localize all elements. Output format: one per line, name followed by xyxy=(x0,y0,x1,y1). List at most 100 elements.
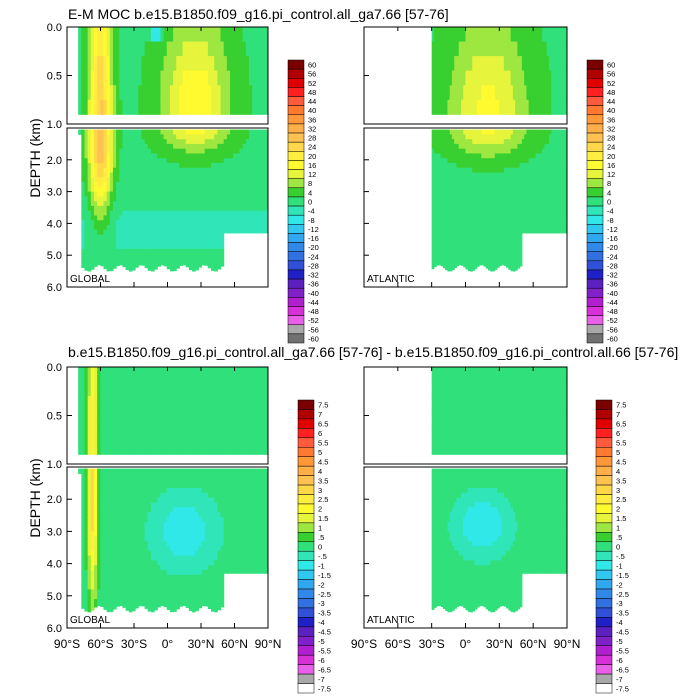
contour-cell xyxy=(517,41,521,57)
contour-cell xyxy=(258,191,263,197)
contour-cell xyxy=(160,516,165,523)
contour-cell xyxy=(479,148,482,154)
contour-cell xyxy=(150,201,155,207)
contour-cell xyxy=(87,229,92,236)
contour-cell xyxy=(223,85,228,101)
contour-cell xyxy=(141,148,146,154)
contour-cell xyxy=(503,158,507,164)
contour-cell xyxy=(449,263,453,269)
contour-cell xyxy=(524,229,527,234)
contour-cell xyxy=(463,191,466,197)
contour-cell xyxy=(508,201,512,207)
contour-cell xyxy=(182,158,187,164)
contour-cell xyxy=(214,27,218,43)
contour-cell xyxy=(555,177,559,183)
contour-cell xyxy=(122,550,127,557)
contour-cell xyxy=(97,143,101,150)
contour-cell xyxy=(103,143,108,150)
contour-cell xyxy=(226,229,231,234)
contour-cell xyxy=(255,186,260,193)
contour-cell xyxy=(109,396,114,412)
contour-cell xyxy=(217,70,222,86)
contour-cell xyxy=(192,201,196,207)
contour-cell xyxy=(431,224,435,231)
contour-cell xyxy=(560,205,563,212)
contour-cell xyxy=(112,483,117,489)
contour-cell xyxy=(551,162,554,169)
contour-cell xyxy=(460,85,464,101)
contour-cell xyxy=(166,70,171,86)
contour-cell xyxy=(519,70,523,86)
contour-cell xyxy=(460,99,464,115)
contour-cell xyxy=(144,201,149,207)
contour-cell xyxy=(506,253,509,259)
contour-cell xyxy=(497,220,500,226)
contour-cell xyxy=(470,220,473,226)
contour-cell xyxy=(119,205,123,212)
contour-cell xyxy=(192,239,196,245)
contour-cell xyxy=(97,191,101,197)
contour-cell xyxy=(97,258,101,264)
contour-cell xyxy=(198,177,203,183)
contour-cell xyxy=(449,162,453,169)
contour-cell xyxy=(261,139,266,145)
contour-cell xyxy=(252,167,256,174)
contour-cell xyxy=(144,248,149,255)
contour-cell xyxy=(470,224,473,231)
contour-cell xyxy=(192,85,196,101)
contour-cell xyxy=(445,196,448,202)
contour-cell xyxy=(515,56,518,72)
contour-cell xyxy=(198,182,203,188)
contour-cell xyxy=(198,158,203,164)
contour-cell xyxy=(119,139,123,145)
contour-cell xyxy=(526,129,530,135)
contour-cell xyxy=(481,167,485,174)
contour-cell xyxy=(515,148,518,154)
contour-cell xyxy=(135,439,139,455)
contour-cell xyxy=(467,99,471,115)
contour-cell xyxy=(109,478,114,484)
contour-cell xyxy=(154,162,158,169)
contour-cell xyxy=(490,234,494,240)
contour-cell xyxy=(485,205,489,212)
contour-cell xyxy=(93,177,98,183)
contour-cell xyxy=(141,201,146,207)
contour-cell xyxy=(81,229,85,236)
contour-cell xyxy=(261,191,266,197)
contour-cell xyxy=(442,186,446,193)
contour-cell xyxy=(458,70,462,86)
contour-cell xyxy=(557,177,561,183)
contour-cell xyxy=(533,210,536,216)
contour-cell xyxy=(503,205,507,212)
contour-cell xyxy=(445,153,448,159)
contour-cell xyxy=(485,148,489,154)
contour-cell xyxy=(553,85,557,101)
contour-cell xyxy=(169,143,174,150)
contour-cell xyxy=(530,220,534,226)
contour-cell xyxy=(485,263,489,269)
contour-cell xyxy=(470,27,473,43)
contour-cell xyxy=(154,27,158,43)
contour-cell xyxy=(138,589,142,595)
contour-cell xyxy=(204,201,209,207)
contour-cell xyxy=(433,210,437,216)
contour-cell xyxy=(544,229,548,234)
contour-cell xyxy=(503,263,507,266)
contour-cell xyxy=(131,545,136,552)
contour-cell xyxy=(542,215,545,221)
contour-cell xyxy=(103,555,108,561)
contour-cell xyxy=(81,536,85,542)
contour-cell xyxy=(201,27,206,43)
contour-cell xyxy=(499,229,503,236)
contour-cell xyxy=(508,191,512,197)
contour-cell xyxy=(135,541,139,547)
contour-cell xyxy=(125,512,130,518)
contour-cell xyxy=(106,367,111,383)
contour-cell xyxy=(233,56,237,72)
contour-cell xyxy=(154,70,158,86)
contour-cell xyxy=(460,263,464,266)
contour-cell xyxy=(204,196,209,202)
contour-cell xyxy=(440,162,444,169)
contour-cell xyxy=(445,162,448,169)
contour-cell xyxy=(519,191,523,197)
